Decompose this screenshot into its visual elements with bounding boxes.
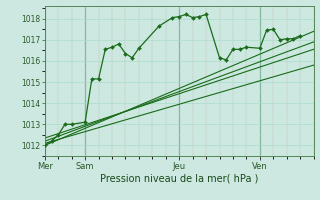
X-axis label: Pression niveau de la mer( hPa ): Pression niveau de la mer( hPa ): [100, 173, 258, 183]
